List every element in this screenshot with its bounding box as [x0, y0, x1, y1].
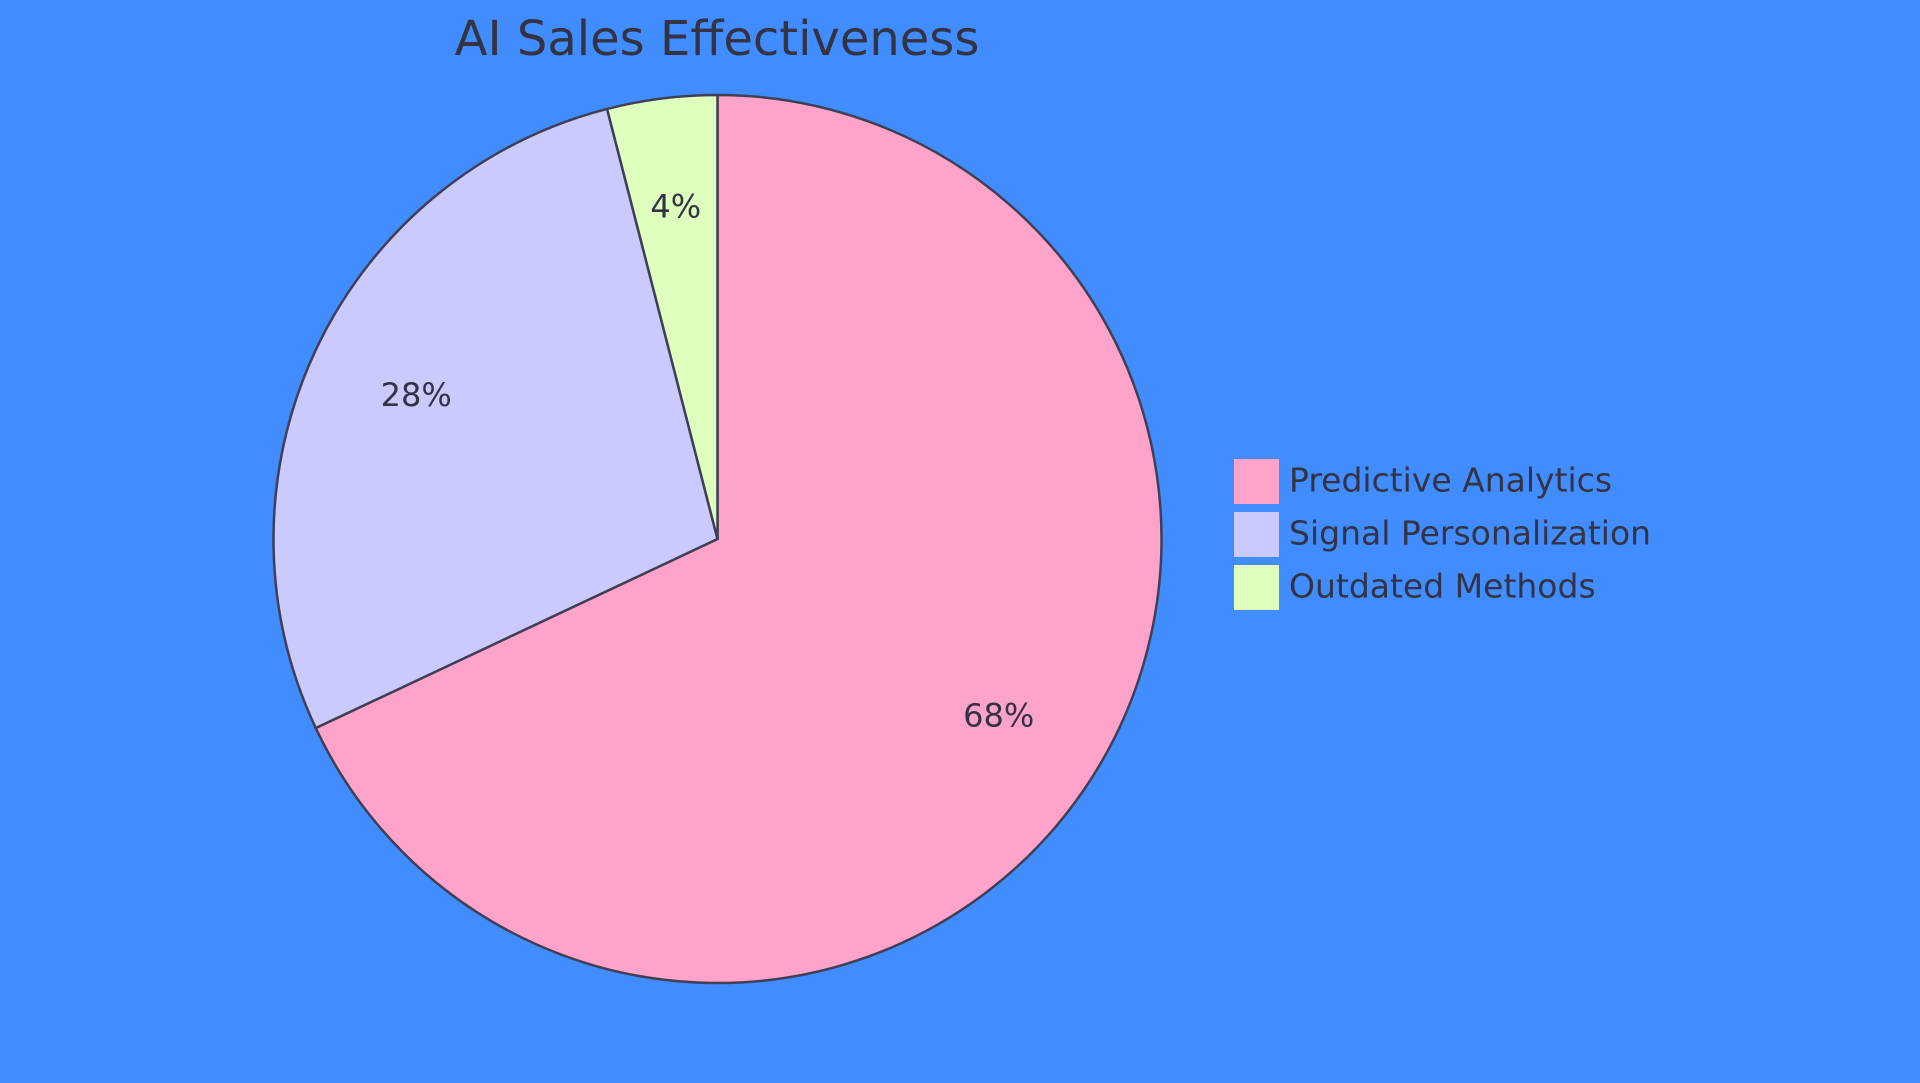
pie-slice — [272, 107, 719, 730]
legend-label: Predictive Analytics — [1289, 461, 1612, 500]
chart-title: AI Sales Effectiveness — [455, 11, 980, 67]
data-label: 4% — [650, 188, 701, 226]
pie-slice — [605, 93, 719, 540]
data-label: 68% — [963, 696, 1034, 734]
legend-swatch — [1234, 565, 1279, 610]
legend-label: Signal Personalization — [1289, 514, 1651, 553]
legend-label: Outdated Methods — [1289, 567, 1596, 606]
legend-swatch — [1234, 459, 1279, 504]
legend-swatch — [1234, 512, 1279, 557]
data-label: 28% — [381, 376, 452, 414]
pie-slice — [314, 93, 1163, 985]
